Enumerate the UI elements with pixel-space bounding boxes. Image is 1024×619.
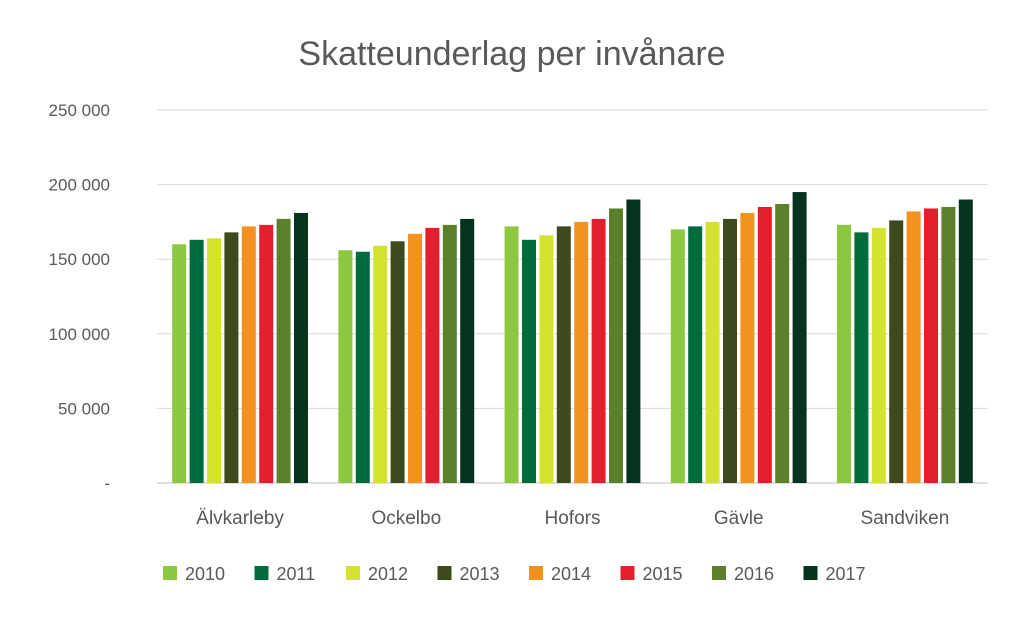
x-axis-ticks: Älvkarleby Ockelbo Hofors Gävle Sandviken <box>196 508 949 529</box>
legend-swatch-2016 <box>712 566 726 580</box>
bar-2012-0 <box>207 238 221 483</box>
y-tick-label: - <box>104 474 110 493</box>
bar-2010-2 <box>504 226 519 483</box>
bar-2010-1 <box>338 250 353 483</box>
bar-2015-4 <box>924 208 938 484</box>
bar-2010-3 <box>670 229 685 483</box>
y-tick-label: 50 000 <box>58 399 110 418</box>
legend-label-2013: 2013 <box>460 564 500 584</box>
bar-2012-4 <box>871 227 886 483</box>
bar-2017-1 <box>460 218 475 483</box>
bar-2013-4 <box>889 220 904 483</box>
legend-label-2012: 2012 <box>368 564 408 584</box>
legend-label-2014: 2014 <box>551 564 591 584</box>
legend-swatch-2013 <box>437 566 452 580</box>
y-tick-label: 150 000 <box>49 250 110 269</box>
legend-label-2010: 2010 <box>185 564 225 584</box>
bar-2012-1 <box>373 245 388 483</box>
x-tick-label: Hofors <box>545 508 601 529</box>
bar-2011-3 <box>688 226 703 483</box>
bar-2010-4 <box>837 224 851 483</box>
bar-2017-4 <box>958 199 973 483</box>
bar-2015-0 <box>259 224 274 483</box>
bars <box>172 192 973 484</box>
legend-label-2015: 2015 <box>643 564 683 584</box>
y-tick-label: 250 000 <box>49 101 110 120</box>
bar-2015-3 <box>757 206 772 484</box>
bar-2016-2 <box>609 208 623 484</box>
bar-2014-3 <box>740 212 755 483</box>
bar-2013-0 <box>224 232 239 483</box>
bar-2016-3 <box>775 203 790 483</box>
bar-2012-2 <box>539 235 554 483</box>
bar-2013-3 <box>723 218 737 483</box>
legend-label-2016: 2016 <box>734 564 774 584</box>
bar-2011-1 <box>355 251 370 483</box>
bar-2016-1 <box>442 224 457 483</box>
y-tick-label: 200 000 <box>49 176 110 195</box>
bar-2012-3 <box>705 221 720 483</box>
bar-2013-2 <box>556 226 571 483</box>
bar-2017-0 <box>294 212 308 483</box>
x-tick-label: Älvkarleby <box>196 508 284 529</box>
x-tick-label: Gävle <box>714 508 764 529</box>
bar-2013-1 <box>390 241 405 483</box>
bar-2017-3 <box>792 192 807 483</box>
bar-2011-2 <box>522 239 536 483</box>
bar-2014-2 <box>574 221 589 483</box>
chart-title: Skatteunderlag per invånare <box>298 35 725 73</box>
bar-2017-2 <box>626 199 641 483</box>
bar-2010-0 <box>172 244 187 483</box>
bar-2011-4 <box>854 232 869 483</box>
y-axis-ticks: - 50 000 100 000 150 000 200 000 250 000 <box>49 101 110 493</box>
bar-2014-0 <box>241 226 256 483</box>
legend-swatch-2014 <box>529 566 543 580</box>
legend-swatch-2010 <box>163 566 177 580</box>
bar-2014-1 <box>408 233 422 483</box>
legend-label-2011: 2011 <box>277 564 316 584</box>
legend: 2010 2011 2012 2013 2014 2015 2016 2017 <box>163 564 866 584</box>
legend-swatch-2017 <box>803 566 818 580</box>
legend-label-2017: 2017 <box>826 564 866 584</box>
x-tick-label: Sandviken <box>861 508 950 529</box>
legend-swatch-2011 <box>254 566 269 580</box>
legend-swatch-2015 <box>620 566 635 580</box>
x-tick-label: Ockelbo <box>371 508 441 529</box>
bar-2016-4 <box>941 206 956 484</box>
bar-2016-0 <box>276 218 291 483</box>
bar-2015-2 <box>591 218 606 483</box>
y-tick-label: 100 000 <box>49 325 110 344</box>
legend-swatch-2012 <box>346 566 360 580</box>
bar-2014-4 <box>906 211 921 483</box>
bar-2015-1 <box>425 227 440 483</box>
bar-2011-0 <box>189 239 204 483</box>
